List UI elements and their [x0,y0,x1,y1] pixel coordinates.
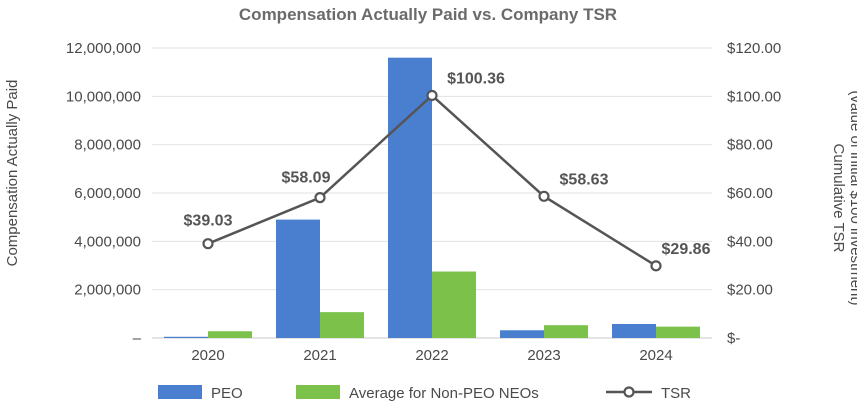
x-tick-label: 2022 [415,347,448,364]
tsr-point [314,192,326,204]
y-right-tick-label: $120.00 [727,40,781,57]
x-tick-label: 2020 [191,347,224,364]
y-right-tick-label: $100.00 [727,88,781,105]
bars [164,57,700,339]
y-tick-label: – [133,330,142,347]
y-tick-label: 4,000,000 [74,233,141,250]
tsr-point [426,89,438,102]
y-right-tick-label: $- [727,330,740,347]
tsr-data-label: $58.63 [560,171,609,188]
tsr-point [538,190,550,202]
tsr-point [202,238,214,250]
y-right-tick-label: $20.00 [727,282,773,299]
chart-title: Compensation Actually Paid vs. Company T… [239,5,617,24]
bar-non-peo-neo [544,325,588,338]
tsr-data-label: $58.09 [282,170,331,187]
y-right-tick-label: $80.00 [727,137,773,154]
tsr-line: $39.03 $58.09 $100.36 $58.63 $29.86 [184,70,711,272]
legend: PEO Average for Non-PEO NEOs TSR [158,385,691,402]
legend-label-peo: PEO [211,385,243,402]
bar-non-peo-neo [656,326,700,338]
bar-peo [388,57,432,339]
y-axis-label: Compensation Actually Paid [4,80,21,267]
axes: – 2,000,000 4,000,000 6,000,000 8,000,000 10,… [4,40,857,364]
y-right-axis-label: Cumulative TSR [830,144,847,253]
x-tick-label: 2023 [527,347,560,364]
y-tick-label: 2,000,000 [74,282,141,299]
tsr-data-label: $29.86 [662,241,711,258]
bar-peo [500,330,544,338]
x-tick-label: 2021 [303,347,336,364]
y-tick-label: 8,000,000 [74,137,141,154]
legend-marker-tsr [623,386,635,398]
bar-non-peo-neo [208,331,252,338]
tsr-data-label: $39.03 [184,213,233,230]
x-tick-label: 2024 [639,347,672,364]
y-right-tick-label: $60.00 [727,185,773,202]
y-tick-label: 6,000,000 [74,185,141,202]
y-right-axis-label: (value of initial $100 investment) [847,90,857,305]
legend-swatch-non-peo-neo [296,385,340,399]
bar-non-peo-neo [432,271,476,338]
bar-non-peo-neo [320,312,364,338]
bar-peo [276,219,320,338]
legend-label-tsr: TSR [661,385,691,402]
bar-peo [612,323,656,338]
y-right-tick-label: $40.00 [727,233,773,250]
legend-swatch-peo [158,385,202,399]
tsr-point [650,260,662,272]
legend-label-non-peo-neo: Average for Non-PEO NEOs [349,385,539,402]
tsr-data-label: $100.36 [447,70,505,87]
bar-peo [164,336,208,338]
y-tick-label: 10,000,000 [66,88,141,105]
y-tick-label: 12,000,000 [66,40,141,57]
